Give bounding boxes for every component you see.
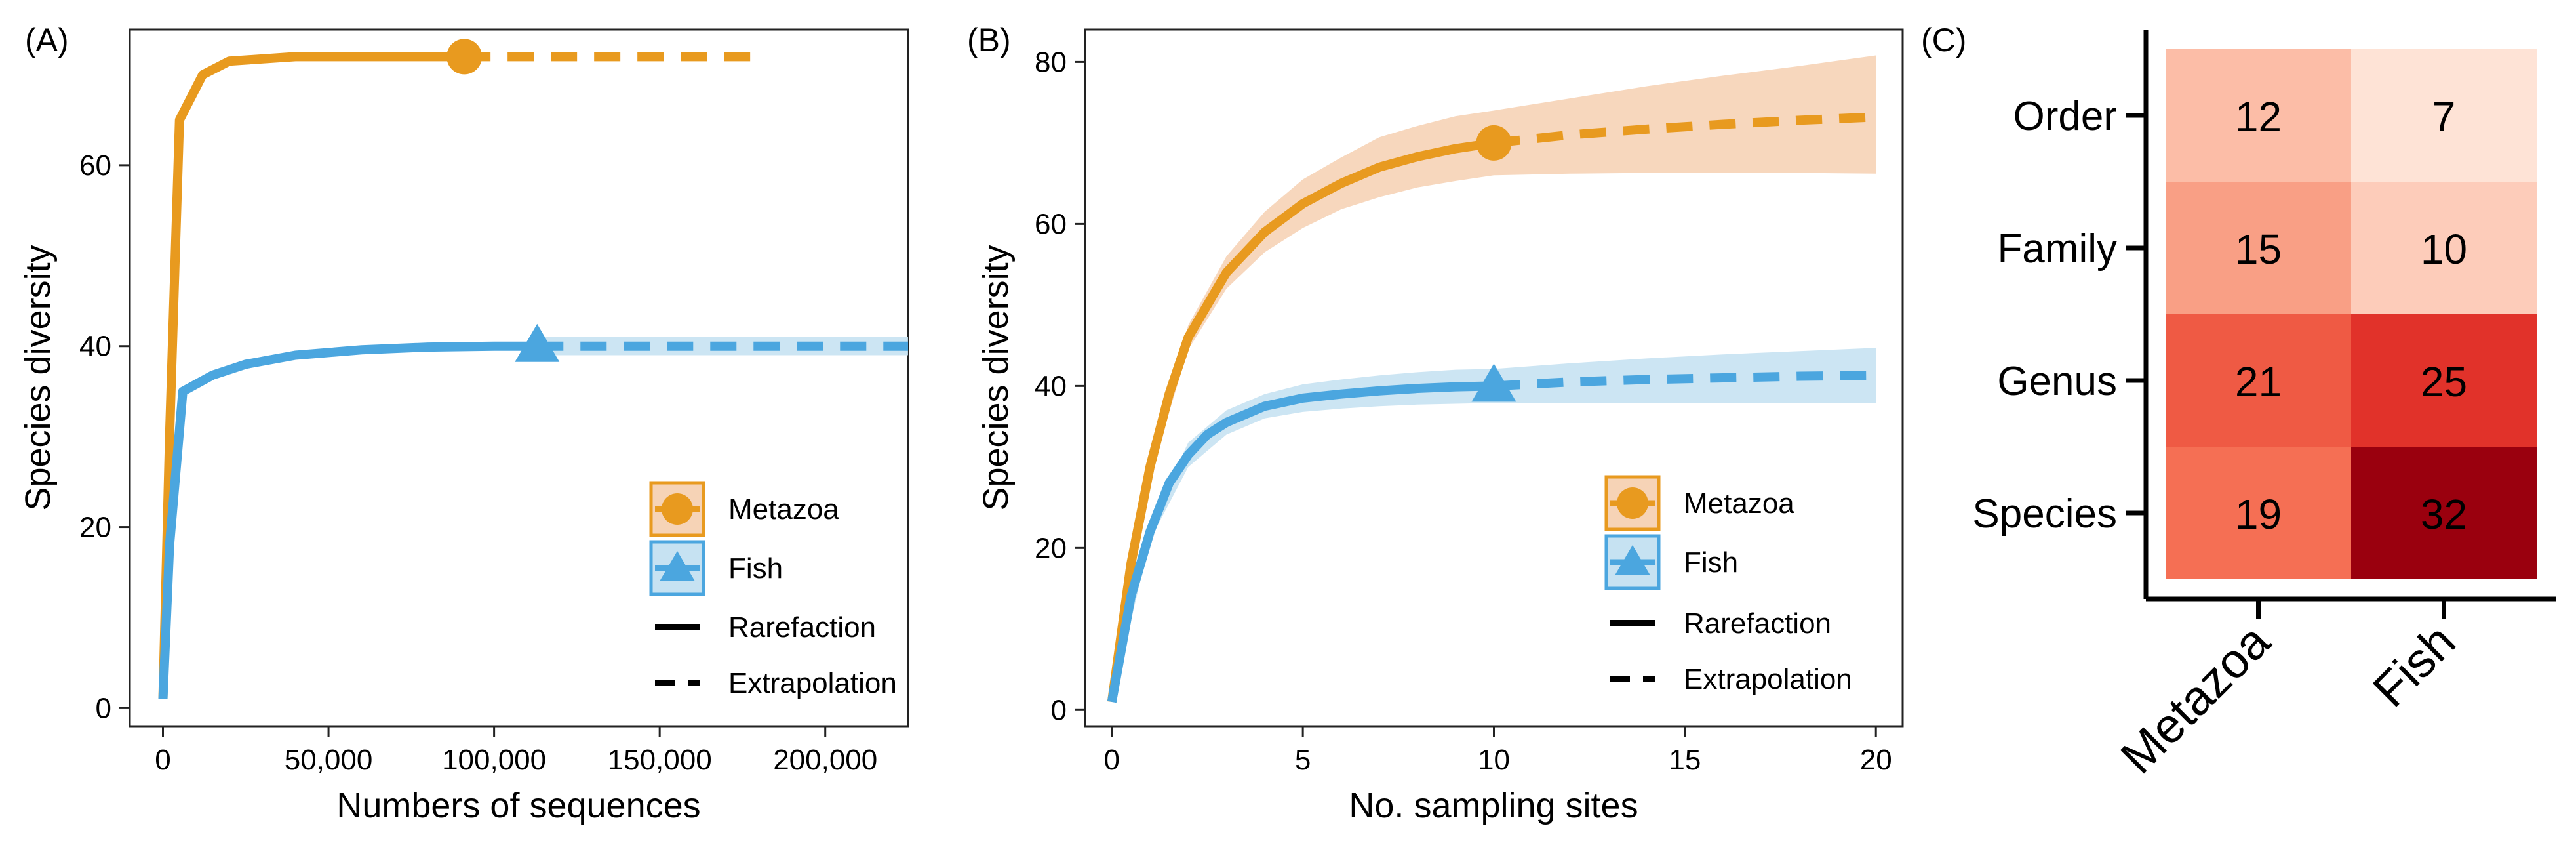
x-tick-label: 10 xyxy=(1478,744,1510,776)
legend-label-rarefaction: Rarefaction xyxy=(1684,607,1831,640)
observed-point-fish xyxy=(515,323,560,362)
y-tick-label: 40 xyxy=(79,331,111,363)
x-tick-label: 150,000 xyxy=(608,744,712,776)
y-ticks-a: 0 20 40 60 xyxy=(79,150,130,724)
legend-label-rarefaction: Rarefaction xyxy=(728,611,876,644)
confidence-band-metazoa xyxy=(1111,55,1876,702)
y-tick-label: 40 xyxy=(1035,370,1067,402)
heatmap-row-label: Family xyxy=(1997,226,2117,272)
confidence-band-fish xyxy=(1111,348,1876,702)
heatmap-row-label: Order xyxy=(2013,94,2117,139)
rarefaction-line-fish xyxy=(158,341,538,699)
heat-cell-family-metazoa xyxy=(2166,182,2351,314)
heat-cell-species-metazoa xyxy=(2166,447,2351,579)
heat-cell-value: 19 xyxy=(2235,491,2282,538)
lines-b xyxy=(1107,112,1876,703)
x-tick-label: 100,000 xyxy=(442,744,546,776)
rarefaction-line-metazoa xyxy=(1107,138,1495,703)
y-tick-label: 60 xyxy=(1035,208,1067,240)
x-tick-label: 5 xyxy=(1295,744,1311,776)
heatmap-row-labels: Order Family Genus Species xyxy=(1972,30,2149,599)
x-axis-title-a: Numbers of sequences xyxy=(336,786,700,825)
x-tick-label: 200,000 xyxy=(773,744,877,776)
x-ticks-a: 0 50,000 100,000 150,000 200,000 xyxy=(155,726,877,776)
panel-label-a: (A) xyxy=(25,22,69,58)
panel-c: (C) 12 7 15 10 21 25 19 32 Order Family Genus Spec… xyxy=(1921,22,2556,784)
heat-cell-value: 25 xyxy=(2421,358,2467,405)
y-tick-label: 60 xyxy=(79,150,111,182)
observed-point-fish xyxy=(1471,363,1516,402)
legend-circle-marker-icon xyxy=(662,493,693,525)
legend-label-fish: Fish xyxy=(1684,546,1738,579)
x-tick-label: 20 xyxy=(1860,744,1892,776)
y-tick-label: 80 xyxy=(1035,46,1067,78)
legend-label-extrapolation: Extrapolation xyxy=(728,667,897,699)
panel-label-b: (B) xyxy=(967,22,1011,58)
legend-triangle-marker-icon xyxy=(1615,545,1650,575)
legend-circle-marker-icon xyxy=(1617,487,1648,519)
extrapolation-line-fish xyxy=(1494,371,1876,391)
heat-cell-value: 32 xyxy=(2421,491,2467,538)
rarefaction-line-metazoa xyxy=(158,52,465,699)
y-axis-title-a: Species diversity xyxy=(18,245,58,510)
observed-point-metazoa xyxy=(446,39,483,75)
extrapolation-line-metazoa xyxy=(1493,112,1876,148)
bands-b xyxy=(1111,55,1876,702)
legend-label-fish: Fish xyxy=(728,552,783,585)
y-tick-label: 0 xyxy=(96,692,111,724)
heat-cell-order-metazoa xyxy=(2166,49,2351,182)
legend-b: Metazoa Fish Rarefaction Extrapolation xyxy=(1604,475,1852,695)
heat-cell-genus-fish xyxy=(2351,314,2537,447)
panel-label-c: (C) xyxy=(1921,22,1966,58)
rarefaction-line-fish xyxy=(1107,381,1494,703)
heat-cell-family-fish xyxy=(2351,182,2537,314)
legend-label-extrapolation: Extrapolation xyxy=(1684,663,1852,695)
heat-cell-value: 7 xyxy=(2432,93,2456,140)
y-tick-label: 0 xyxy=(1051,694,1067,726)
x-ticks-b: 0 5 10 15 20 xyxy=(1104,726,1892,776)
lines-a xyxy=(158,52,908,699)
y-axis-title-b: Species diversity xyxy=(976,245,1016,510)
y-tick-label: 20 xyxy=(79,512,111,544)
heat-cell-value: 12 xyxy=(2235,93,2282,140)
y-tick-label: 20 xyxy=(1035,532,1067,564)
markers-b xyxy=(1471,125,1516,402)
y-ticks-b: 0 20 40 60 80 xyxy=(1035,46,1085,726)
x-tick-label: 50,000 xyxy=(285,744,373,776)
heatmap-column-label: Metazoa xyxy=(2110,613,2280,784)
heat-cell-value: 21 xyxy=(2235,358,2282,405)
x-tick-label: 15 xyxy=(1669,744,1701,776)
x-tick-label: 0 xyxy=(1104,744,1120,776)
x-axis-title-b: No. sampling sites xyxy=(1349,786,1638,825)
heatmap-row-label: Genus xyxy=(1997,359,2117,404)
heatmap-column-label: Fish xyxy=(2362,614,2466,718)
heatmap-cells: 12 7 15 10 21 25 19 32 xyxy=(2166,49,2537,579)
heat-cell-genus-metazoa xyxy=(2166,314,2351,447)
heat-cell-species-fish xyxy=(2351,447,2537,579)
plot-frame-a xyxy=(129,28,909,728)
heat-cell-value: 15 xyxy=(2235,226,2282,273)
panel-a: (A) 0 50,000 100,000 150,000 200,000 0 20 40 60… xyxy=(18,22,909,825)
legend-label-metazoa: Metazoa xyxy=(1684,487,1794,520)
heatmap-row-label: Species xyxy=(1972,491,2117,537)
legend-label-metazoa: Metazoa xyxy=(728,493,839,525)
heat-cell-order-fish xyxy=(2351,49,2537,182)
markers-a xyxy=(446,39,560,362)
legend-a: Metazoa Fish Rarefaction Extrapolation xyxy=(649,481,897,699)
x-tick-label: 0 xyxy=(155,744,170,776)
observed-point-metazoa xyxy=(1476,125,1512,161)
panel-b: (B) 0 5 10 15 20 0 20 40 60 80 No. sampling site… xyxy=(967,22,1904,825)
legend-triangle-marker-icon xyxy=(660,551,695,581)
heatmap-column-labels: Metazoa Fish xyxy=(2110,596,2556,784)
heat-cell-value: 10 xyxy=(2421,226,2467,273)
